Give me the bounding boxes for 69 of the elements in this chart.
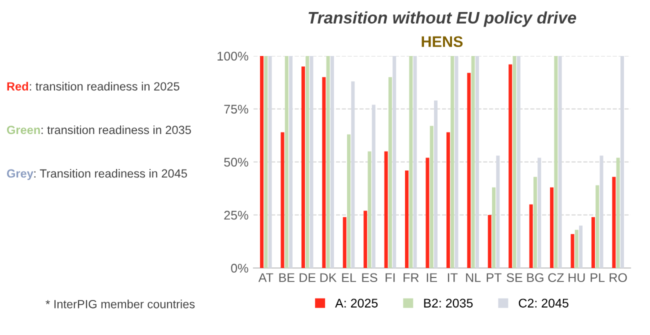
x-tick-label: IE	[426, 273, 438, 282]
bar	[512, 56, 516, 268]
bar	[342, 217, 346, 268]
bar	[322, 77, 326, 268]
bar	[596, 185, 600, 268]
bar	[347, 134, 351, 268]
bar	[409, 56, 413, 268]
x-tick-label: PT	[486, 273, 502, 282]
bar	[280, 132, 284, 268]
bar	[284, 56, 288, 268]
text: * InterPIG member countries	[46, 300, 195, 308]
bar	[384, 151, 388, 268]
x-tick-label: BG	[527, 273, 544, 282]
legend-label: A: 2025	[335, 298, 378, 308]
bar	[554, 56, 558, 268]
bar	[579, 226, 583, 268]
x-tick-label: RO	[610, 273, 627, 282]
bar	[467, 72, 471, 268]
x-tick-label: DK	[320, 273, 337, 282]
x-tick-label: FR	[404, 273, 419, 282]
bar	[426, 158, 430, 268]
x-tick-label: IT	[448, 273, 458, 282]
x-tick-label: PL	[590, 273, 605, 282]
text: Grey: Transition readiness in 2045	[6, 168, 187, 180]
bar	[306, 56, 310, 268]
x-tick-label: NL	[466, 273, 481, 282]
x-tick-label: AT	[258, 273, 274, 282]
y-tick-label: 25%	[224, 210, 248, 220]
legend-label: B2: 2035	[424, 298, 473, 308]
bar	[488, 214, 492, 268]
x-tick-label: BE	[279, 273, 294, 282]
bar	[430, 126, 434, 268]
chart-subtitle: HENS	[422, 36, 463, 48]
x-tick-label: CZ	[548, 273, 564, 282]
legend-label: C2: 2045	[518, 298, 568, 308]
y-tick-label: 50%	[224, 158, 248, 167]
bar	[368, 151, 372, 268]
x-tick-label: EL	[342, 273, 356, 282]
bar	[591, 217, 595, 268]
bar	[450, 56, 454, 268]
text: Red: transition readiness in 2025	[7, 82, 180, 91]
bar	[364, 210, 368, 268]
bar	[388, 77, 392, 268]
bar	[570, 234, 574, 268]
bar	[326, 56, 330, 268]
x-tick-label: ES	[362, 273, 378, 282]
x-tick-label: DE	[300, 273, 316, 282]
bar	[405, 170, 409, 268]
bar	[492, 187, 496, 268]
bar	[260, 56, 264, 268]
bar	[550, 187, 554, 268]
bar	[471, 56, 475, 268]
y-tick-label: 100%	[218, 52, 248, 61]
y-tick-label: 0%	[231, 264, 248, 273]
bar	[301, 66, 305, 268]
x-tick-label: SE	[506, 273, 522, 282]
bar	[612, 176, 616, 268]
bar	[446, 132, 450, 268]
x-tick-label: FI	[386, 273, 395, 282]
bar	[508, 64, 512, 268]
bar	[616, 158, 620, 268]
y-tick-label: 75%	[224, 104, 248, 114]
chart-title: Transition without EU policy drive	[308, 11, 576, 27]
bar	[529, 204, 533, 268]
bar	[574, 230, 578, 268]
bar	[533, 176, 537, 268]
bar	[264, 56, 268, 268]
x-tick-label: HU	[568, 273, 585, 282]
text: Green: transition readiness in 2035	[6, 125, 191, 134]
